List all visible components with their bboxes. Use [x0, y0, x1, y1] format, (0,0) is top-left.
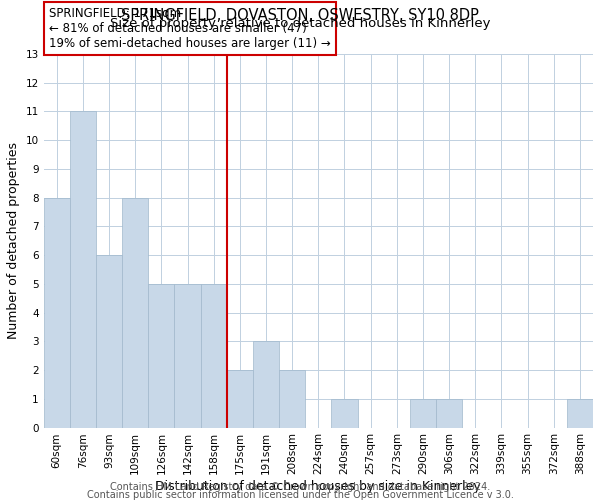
Bar	[148, 284, 175, 428]
Bar	[96, 255, 122, 428]
Bar	[331, 399, 358, 428]
X-axis label: Distribution of detached houses by size in Kinnerley: Distribution of detached houses by size …	[155, 480, 481, 493]
Bar	[410, 399, 436, 428]
Text: Contains HM Land Registry data © Crown copyright and database right 2024.: Contains HM Land Registry data © Crown c…	[110, 482, 490, 492]
Bar	[122, 198, 148, 428]
Text: Contains public sector information licensed under the Open Government Licence v : Contains public sector information licen…	[86, 490, 514, 500]
Text: Size of property relative to detached houses in Kinnerley: Size of property relative to detached ho…	[110, 18, 490, 30]
Bar	[70, 112, 96, 428]
Bar	[44, 198, 70, 428]
Bar	[436, 399, 462, 428]
Bar	[567, 399, 593, 428]
Bar	[200, 284, 227, 428]
Bar	[279, 370, 305, 428]
Text: SPRINGFIELD, DOVASTON, OSWESTRY, SY10 8DP: SPRINGFIELD, DOVASTON, OSWESTRY, SY10 8D…	[121, 8, 479, 22]
Bar	[227, 370, 253, 428]
Bar	[175, 284, 200, 428]
Text: SPRINGFIELD: 171sqm
← 81% of detached houses are smaller (47)
19% of semi-detach: SPRINGFIELD: 171sqm ← 81% of detached ho…	[49, 7, 331, 50]
Y-axis label: Number of detached properties: Number of detached properties	[7, 142, 20, 339]
Bar	[253, 342, 279, 428]
